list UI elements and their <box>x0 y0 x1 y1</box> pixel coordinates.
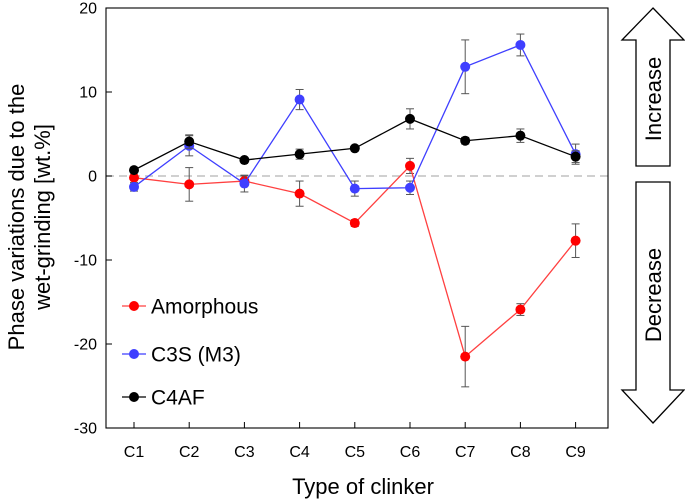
series-c4af-point <box>515 130 526 141</box>
series-c4af <box>129 108 581 176</box>
decrease-arrow-icon: Decrease <box>620 181 685 424</box>
x-tick-label: C9 <box>565 444 586 461</box>
series-c4af-point <box>405 113 415 124</box>
x-tick-label: C5 <box>345 444 366 461</box>
y-axis-title-line1: Phase variations due to the <box>4 84 29 351</box>
plot-frame <box>105 7 609 429</box>
series-amorphous <box>129 157 581 388</box>
legend-label: C3S (M3) <box>151 344 241 367</box>
series-amorphous-point <box>515 304 526 315</box>
legend-marker <box>129 349 139 359</box>
y-tick-label: -30 <box>74 421 97 438</box>
plot-area-border <box>105 7 609 429</box>
series-c3s-m3-point <box>129 181 139 192</box>
x-tick-label: C3 <box>234 444 255 461</box>
legend-label: C4AF <box>151 387 205 410</box>
series-c3s-m3 <box>129 33 581 197</box>
x-tick-label: C7 <box>455 444 476 461</box>
legend: Amorphous C3S (M3) C4AF <box>122 296 258 410</box>
y-tick-label: -10 <box>74 253 97 270</box>
up-arrow-shape <box>620 7 685 167</box>
series-c4af-point <box>239 155 250 166</box>
series-amorphous-point <box>184 179 195 190</box>
x-tick-label: C8 <box>510 444 531 461</box>
x-tick-label: C4 <box>289 444 310 461</box>
legend-marker <box>129 301 139 311</box>
increase-arrow-icon: Increase <box>620 7 685 167</box>
series-c3s-m3-line <box>133 44 577 190</box>
series-layer <box>129 33 581 388</box>
series-amorphous-point <box>349 218 360 229</box>
series-c4af-point <box>184 136 195 147</box>
y-tick-label: -20 <box>74 337 97 354</box>
series-c4af-point <box>129 165 139 176</box>
series-amorphous-point <box>570 235 581 246</box>
series-c3s-m3-point <box>349 183 360 194</box>
series-c4af-point <box>570 151 581 162</box>
series-c4af-point <box>349 143 360 154</box>
y-tick-label: 20 <box>79 1 97 18</box>
series-amorphous-point <box>405 160 415 171</box>
y-tick-label: 0 <box>88 169 97 186</box>
x-tick-label: C2 <box>179 444 200 461</box>
series-c3s-m3-point <box>460 61 471 72</box>
legend-marker <box>129 392 139 402</box>
y-axis-title-line2: wet-grinding [wt.%] <box>30 124 55 311</box>
series-amorphous-point <box>294 188 305 199</box>
series-c3s-m3-point <box>405 182 415 193</box>
series-c3s-m3-point <box>239 178 250 189</box>
legend-label: Amorphous <box>151 296 258 319</box>
x-tick-label: C1 <box>124 444 145 461</box>
series-c3s-m3-point <box>294 94 305 105</box>
series-c4af-point <box>460 135 471 146</box>
y-tick-label: 10 <box>79 85 97 102</box>
y-axis-ticks: 20 10 0 -10 -20 -30 <box>74 1 112 438</box>
x-axis-title: Type of clinker <box>292 474 434 499</box>
series-c4af-point <box>294 149 305 160</box>
series-amorphous-point <box>129 172 139 183</box>
x-axis-ticks: C1 C2 C3 C4 C5 C6 C7 C8 C9 <box>124 422 586 461</box>
down-arrow-shape <box>620 181 685 424</box>
series-c3s-m3-point <box>515 39 526 50</box>
series-amorphous-point <box>460 351 471 362</box>
increase-label: Increase <box>641 57 666 141</box>
decrease-label: Decrease <box>641 248 666 342</box>
x-tick-label: C6 <box>400 444 421 461</box>
